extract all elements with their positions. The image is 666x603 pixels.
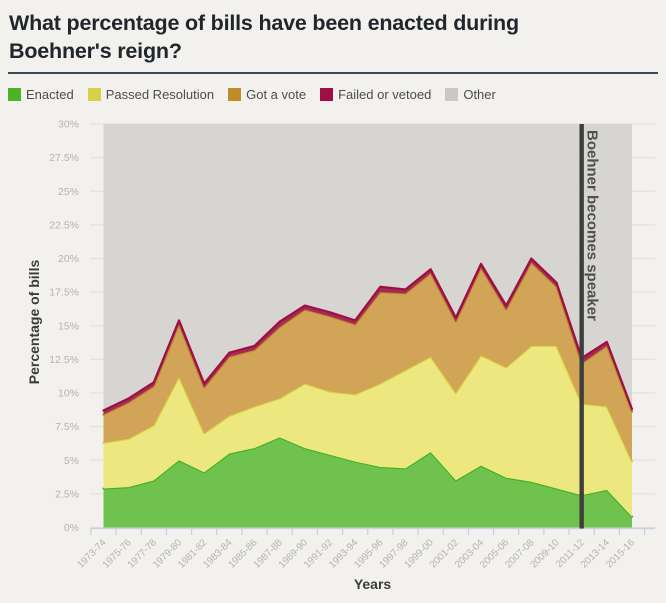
y-tick-label: 7.5% (55, 421, 79, 433)
legend-label: Other (463, 87, 496, 102)
area-got-a-vote (103, 262, 632, 462)
legend-swatch-failed-or-vetoed (320, 88, 334, 101)
y-tick-label: 20% (58, 253, 79, 265)
area-enacted (103, 437, 632, 528)
y-tick-label: 25% (58, 186, 79, 198)
boehner-line (579, 124, 584, 529)
y-tick-label: 2.5% (55, 488, 79, 500)
legend: Enacted Passed Resolution Got a vote Failed… (8, 87, 496, 102)
annotation-text: Boehner becomes speaker (584, 130, 601, 321)
legend-label: Passed Resolution (105, 87, 215, 102)
area-other (103, 124, 632, 411)
y-tick-label: 15% (58, 320, 79, 332)
legend-label: Got a vote (246, 87, 307, 102)
area-failed-or-vetoed (103, 258, 632, 415)
page-title: What percentage of bills have been enact… (9, 11, 519, 63)
y-tick-label: 27.5% (49, 152, 79, 164)
legend-item-other: Other (445, 87, 496, 102)
legend-swatch-other (445, 88, 459, 101)
legend-label: Failed or vetoed (338, 87, 432, 102)
y-tick-label: 10% (58, 388, 79, 400)
y-axis-title: Percentage of bills (26, 259, 42, 385)
y-tick-label: 17.5% (49, 287, 79, 299)
legend-item-enacted: Enacted (8, 87, 74, 102)
legend-label: Enacted (26, 87, 74, 102)
y-tick-label: 0% (64, 522, 79, 534)
legend-swatch-enacted (8, 88, 21, 101)
annotation-boehner: Boehner becomes speaker (579, 124, 601, 529)
line-failed-or-vetoed (102, 257, 634, 412)
x-axis: 1973-741975-761977-781979-801981-821983-… (75, 527, 655, 571)
y-tick-label: 22.5% (49, 219, 79, 231)
y-tick-label: 12.5% (49, 354, 79, 366)
legend-item-passed-resolution: Passed Resolution (87, 87, 215, 102)
y-tick-label: 30% (58, 119, 79, 131)
legend-item-failed-or-vetoed: Failed or vetoed (320, 87, 431, 102)
title-rule (8, 72, 658, 74)
x-axis-title: Years (353, 576, 392, 592)
x-tick-label: 2015-16 (604, 537, 638, 571)
area-passed-resolution (103, 345, 632, 517)
legend-swatch-got-a-vote (228, 88, 242, 101)
y-tick-label: 5% (64, 455, 79, 467)
legend-swatch-passed-resolution (87, 88, 101, 101)
legend-item-got-a-vote: Got a vote (228, 87, 306, 102)
